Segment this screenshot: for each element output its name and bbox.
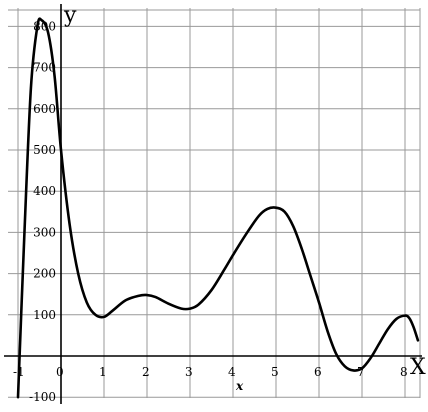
series-line <box>16 17 420 399</box>
x-tick-label: 4 <box>228 365 236 379</box>
x-tick-label: 1 <box>99 365 107 379</box>
curve-layer <box>16 17 420 399</box>
x-axis-label: x <box>235 379 244 393</box>
x-tick-label: 5 <box>271 365 279 379</box>
x-tick-label: 3 <box>185 365 193 379</box>
x-tick-label: 0 <box>56 365 64 379</box>
y-tick-label: 100 <box>33 308 56 322</box>
y-tick-label: 600 <box>33 102 56 116</box>
x-tick-label: 2 <box>142 365 150 379</box>
y-axis-name: y <box>63 3 77 28</box>
x-tick-label: 6 <box>314 365 322 379</box>
y-tick-label: 200 <box>33 267 56 281</box>
y-tick-label: -100 <box>29 390 56 404</box>
axes <box>4 4 422 404</box>
y-tick-label: 400 <box>33 184 56 198</box>
x-tick-label: 7 <box>357 365 365 379</box>
x-tick-label: 8 <box>400 365 408 379</box>
y-tick-label: 700 <box>33 61 56 75</box>
y-tick-label: 500 <box>33 143 56 157</box>
grid <box>8 8 421 398</box>
y-tick-label: 300 <box>33 225 56 239</box>
x-axis-name: X <box>410 355 426 380</box>
